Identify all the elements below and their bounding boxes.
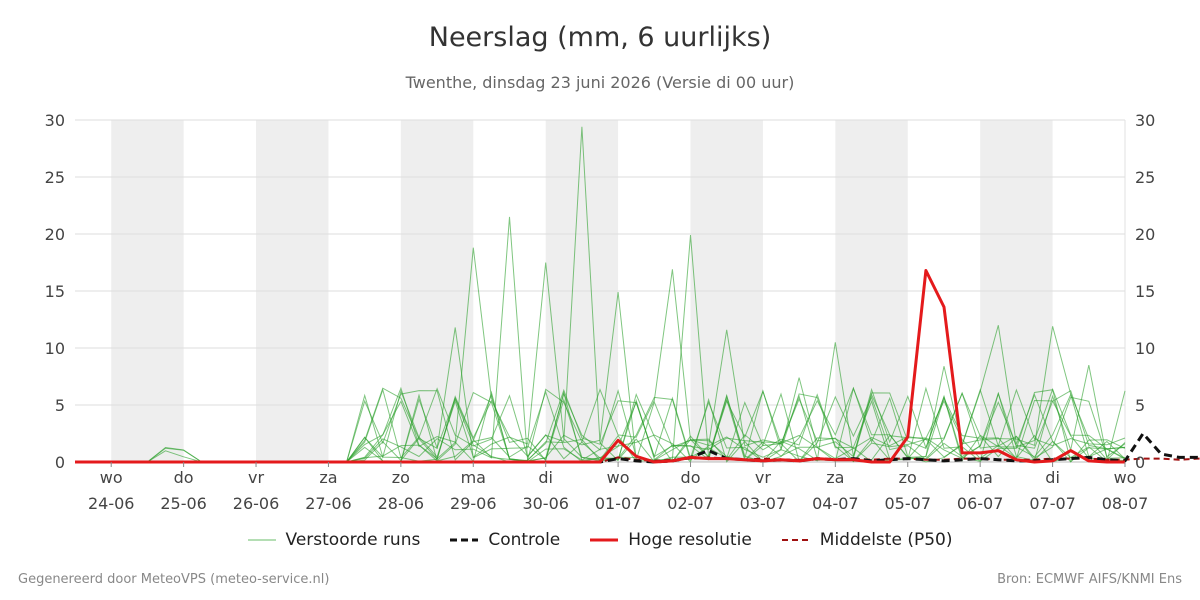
legend-item-ensemble: Verstoorde runs [247,530,421,550]
x-tick-day: zo [899,468,917,487]
x-tick-date: 29-06 [450,494,497,513]
legend-swatch-ensemble [247,539,276,541]
legend-item-control: Controle [450,530,560,550]
x-tick-date: 01-07 [595,494,642,513]
legend-label-highres: Hoge resolutie [628,530,752,550]
x-tick-date: 08-07 [1102,494,1149,513]
legend: Verstoorde runs Controle Hoge resolutie … [0,530,1200,550]
legend-swatch-median [781,539,810,541]
x-tick-date: 07-07 [1029,494,1076,513]
footer-source: Bron: ECMWF AIFS/KNMI Ens [997,572,1182,587]
legend-swatch-highres [590,538,619,542]
y-tick-label-right: 5 [1135,396,1145,415]
y-tick-label-left: 20 [45,225,65,244]
x-tick-date: 30-06 [522,494,569,513]
x-tick-day: zo [392,468,410,487]
x-tick-date: 27-06 [305,494,352,513]
legend-label-median: Middelste (P50) [819,530,953,550]
x-tick-day: za [826,468,844,487]
footer-generated-by: Gegenereerd door MeteoVPS (meteo-service… [18,572,330,587]
series-line-hoge-resolutie [75,269,1125,464]
legend-label-control: Controle [488,530,561,550]
x-tick-day: wo [100,468,123,487]
legend-item-highres: Hoge resolutie [590,530,752,550]
y-tick-label-left: 5 [55,396,65,415]
x-tick-day: ma [461,468,486,487]
y-tick-label-left: 10 [45,339,65,358]
x-tick-day: di [1045,468,1060,487]
main-series [75,269,1200,464]
y-tick-label-left: 0 [55,453,65,472]
x-tick-day: do [174,468,194,487]
x-tick-date: 05-07 [885,494,932,513]
x-tick-date: 06-07 [957,494,1004,513]
x-tick-date: 24-06 [88,494,135,513]
x-tick-day: za [319,468,337,487]
x-tick-date: 03-07 [740,494,787,513]
y-tick-label-right: 0 [1135,453,1145,472]
chart-subtitle: Twenthe, dinsdag 23 juni 2026 (Versie di… [405,73,795,92]
y-tick-label-right: 30 [1135,111,1155,130]
x-tick-date: 25-06 [160,494,207,513]
x-tick-day: do [681,468,701,487]
y-tick-label-right: 25 [1135,168,1155,187]
y-tick-label-right: 15 [1135,282,1155,301]
y-tick-label-left: 30 [45,111,65,130]
x-tick-day: vr [755,468,771,487]
x-tick-date: 26-06 [233,494,280,513]
y-tick-label-right: 10 [1135,339,1155,358]
legend-label-ensemble: Verstoorde runs [285,530,421,550]
y-tick-label-right: 20 [1135,225,1155,244]
y-tick-label-left: 25 [45,168,65,187]
x-tick-day: wo [607,468,630,487]
x-tick-date: 02-07 [667,494,714,513]
x-tick-date: 28-06 [378,494,425,513]
y-tick-label-left: 15 [45,282,65,301]
x-tick-day: di [538,468,553,487]
chart-title: Neerslag (mm, 6 uurlijks) [428,22,772,53]
x-tick-day: wo [1114,468,1137,487]
x-tick-day: vr [248,468,264,487]
legend-swatch-control [450,538,479,542]
x-tick-day: ma [967,468,992,487]
x-tick-date: 04-07 [812,494,859,513]
axes: 0 0 5 5 10 10 15 15 20 20 25 25 30 30 wo 24-06 do 25-06 vr… [45,111,1156,513]
legend-item-median: Middelste (P50) [781,530,953,550]
